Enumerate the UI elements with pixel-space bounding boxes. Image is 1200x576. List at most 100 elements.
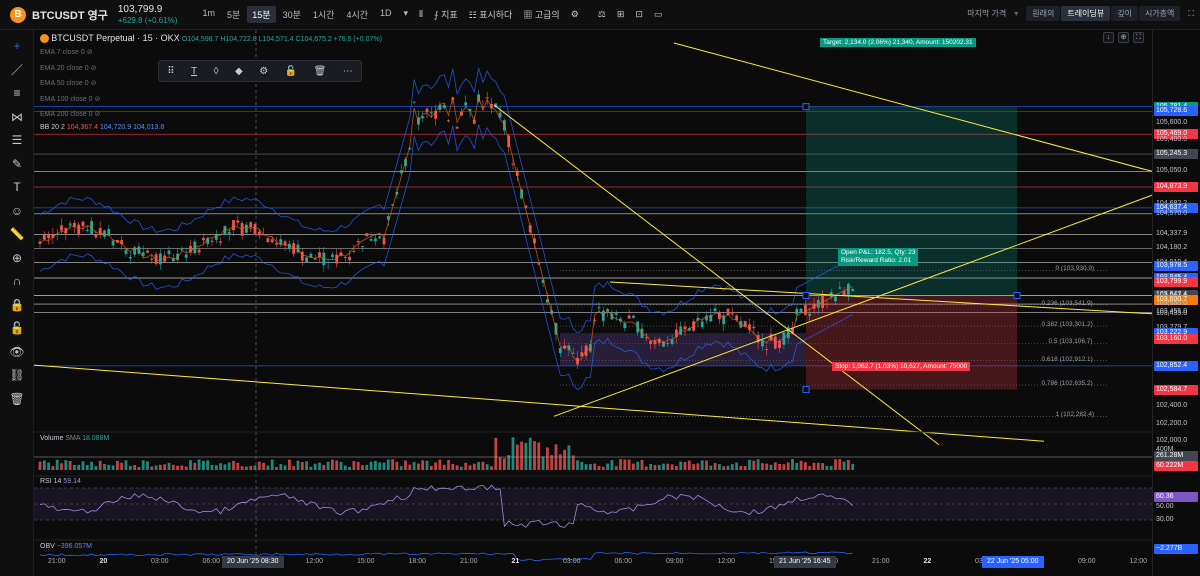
balance-icon[interactable]: ⚖	[597, 9, 606, 19]
horizontal-lines-icon[interactable]: ≡	[13, 86, 21, 100]
mode-tradingview[interactable]: 트레이딩뷰	[1061, 6, 1111, 21]
more-icon[interactable]: ⋯	[342, 65, 353, 77]
volume-bar	[51, 466, 55, 470]
ema-legend-1[interactable]: EMA 20 close 0 ⊘	[40, 64, 96, 72]
mode-marketcap[interactable]: 시가총액	[1138, 6, 1181, 21]
pattern-icon[interactable]: ⋈	[11, 109, 23, 124]
volume-bar	[765, 463, 769, 470]
candle-body	[374, 238, 377, 242]
timeframe-dropdown-icon[interactable]: ▾	[403, 8, 409, 18]
ruler-icon[interactable]: 📏	[9, 227, 25, 241]
volume-bar	[292, 466, 296, 470]
timeframe-4[interactable]: 1시간	[312, 10, 335, 20]
hidden-eye-icon[interactable]: ⊘	[92, 95, 101, 103]
candle-body	[644, 337, 648, 339]
hidden-eye-icon[interactable]: ⊘	[88, 64, 97, 72]
target-tag[interactable]: Target: 2,134.0 (2.06%) 21,340, Amount: …	[820, 38, 976, 47]
candle-body	[735, 315, 738, 321]
ema-legend-0[interactable]: EMA 7 close 0 ⊘	[40, 48, 93, 56]
crosshair-icon[interactable]: +	[13, 39, 21, 53]
candle-body	[331, 254, 334, 258]
trendline-icon[interactable]: ／	[10, 62, 23, 77]
timeframe-0[interactable]: 1m	[202, 8, 215, 18]
hidden-eye-icon[interactable]: ⊘	[84, 49, 93, 56]
volume-bar	[395, 461, 399, 470]
zoom-button[interactable]: ⊕	[1118, 32, 1129, 43]
visibility-icon[interactable]: 👁	[9, 344, 25, 359]
fill-color-icon[interactable]: ◊	[213, 65, 219, 77]
display-button[interactable]: ☷ 표시하다	[468, 10, 513, 20]
settings-gear-icon[interactable]: ⚙	[570, 9, 579, 19]
bar-style-icon[interactable]: ⫴	[419, 9, 423, 19]
emoji-icon[interactable]: ☺	[10, 203, 24, 218]
magnet-icon[interactable]: ∩	[12, 274, 22, 288]
timeframe-6[interactable]: 1D	[380, 8, 392, 18]
text-tool-icon[interactable]: T	[191, 65, 198, 77]
pnl-tag[interactable]: Open P&L: 182.5, Qty: 23 Risk/Reward Rat…	[838, 248, 919, 266]
trash-icon[interactable]: 🗑	[313, 65, 327, 77]
settings-icon[interactable]: ⚙	[259, 65, 269, 77]
timeframe-3[interactable]: 30분	[282, 10, 301, 20]
timeframe-5[interactable]: 4시간	[346, 10, 369, 20]
advanced-button[interactable]: ▦ 고급의	[523, 10, 560, 20]
scroll-down-button[interactable]: ↓	[1103, 32, 1114, 43]
ema-legend-4[interactable]: EMA 200 close 0 ⊘	[40, 110, 100, 118]
template-icon[interactable]: ⊞	[616, 9, 625, 19]
volume-bar	[546, 447, 549, 470]
volume-bar	[236, 462, 240, 470]
hidden-eye-icon[interactable]: ⊘	[88, 80, 97, 87]
obv-legend[interactable]: OBV −396.057M	[40, 543, 92, 550]
lock-drawings-icon[interactable]: 🔒	[9, 297, 25, 312]
dropdown-icon[interactable]: ▾	[1014, 9, 1019, 18]
zoom-icon[interactable]: ⊕	[11, 250, 23, 265]
volume-bar	[253, 465, 257, 470]
mode-depth[interactable]: 깊이	[1111, 6, 1138, 21]
ema-legend-3[interactable]: EMA 100 close 0 ⊘	[40, 95, 100, 103]
volume-bar	[666, 463, 670, 470]
candle-body	[73, 222, 76, 227]
candle-body	[81, 221, 85, 227]
candle-body	[189, 245, 192, 253]
hidden-eye-icon[interactable]: ⊘	[92, 111, 101, 118]
layout-icon[interactable]: ▭	[653, 9, 663, 19]
line-color-icon[interactable]: ◆	[235, 65, 243, 77]
drag-handle-icon[interactable]: ⠿	[167, 65, 175, 77]
volume-bar	[494, 437, 498, 470]
fib-level-2: 0.382 (103,301.2)	[1041, 321, 1093, 329]
rsi-length: 14	[53, 478, 62, 485]
candle-body	[765, 349, 769, 351]
time-label-16: 21:00	[872, 558, 890, 565]
last-price-label[interactable]: 마지막 가격	[967, 9, 1007, 18]
candle-body	[240, 223, 244, 236]
timeframe-1[interactable]: 5분	[226, 10, 241, 20]
volume-bar	[85, 465, 89, 470]
timeframe-2[interactable]: 15분	[247, 6, 276, 23]
screenshot-icon[interactable]: ⊡	[635, 9, 643, 19]
delete-icon[interactable]: 🗑	[9, 391, 25, 406]
mode-original[interactable]: 원래의	[1026, 6, 1061, 21]
bb-legend[interactable]: BB 20 2 104,367.4 104,720.9 104,013.8	[40, 124, 164, 131]
volume-bar	[197, 459, 201, 470]
rsi-legend[interactable]: RSI 14 59.14	[40, 478, 81, 485]
text-icon[interactable]: T	[13, 180, 21, 194]
candle-body	[279, 239, 283, 245]
fullscreen-button[interactable]: ⛶	[1133, 32, 1144, 43]
fib-icon[interactable]: ☰	[11, 133, 23, 147]
brush-icon[interactable]: ✎	[11, 156, 23, 171]
volume-bar	[692, 464, 695, 470]
lock-icon[interactable]: 🔓	[284, 65, 298, 77]
volume-bar	[189, 460, 192, 470]
indicators-button[interactable]: ⨍ 지표	[433, 10, 458, 20]
price-chart[interactable]	[34, 30, 1152, 576]
unlock-icon[interactable]: 🔓	[9, 321, 25, 335]
volume-legend[interactable]: Volume SMA 18.088M	[40, 435, 109, 442]
stop-tag[interactable]: Stop: 1,062.7 (1.03%) 10,627, Amount: 75…	[832, 362, 971, 371]
expand-icon[interactable]: ⛶	[1188, 8, 1194, 18]
symbol-title[interactable]: BTCUSDT 영구	[32, 9, 108, 22]
volume-bar	[705, 460, 708, 470]
link-icon[interactable]: ⛓	[9, 368, 25, 382]
price-label-22: 103,455.0	[1156, 308, 1188, 316]
time-highlight-1: 21 Jun '25 16:45	[774, 556, 836, 568]
volume-bar	[90, 461, 93, 470]
ema-legend-2[interactable]: EMA 50 close 0 ⊘	[40, 79, 96, 87]
